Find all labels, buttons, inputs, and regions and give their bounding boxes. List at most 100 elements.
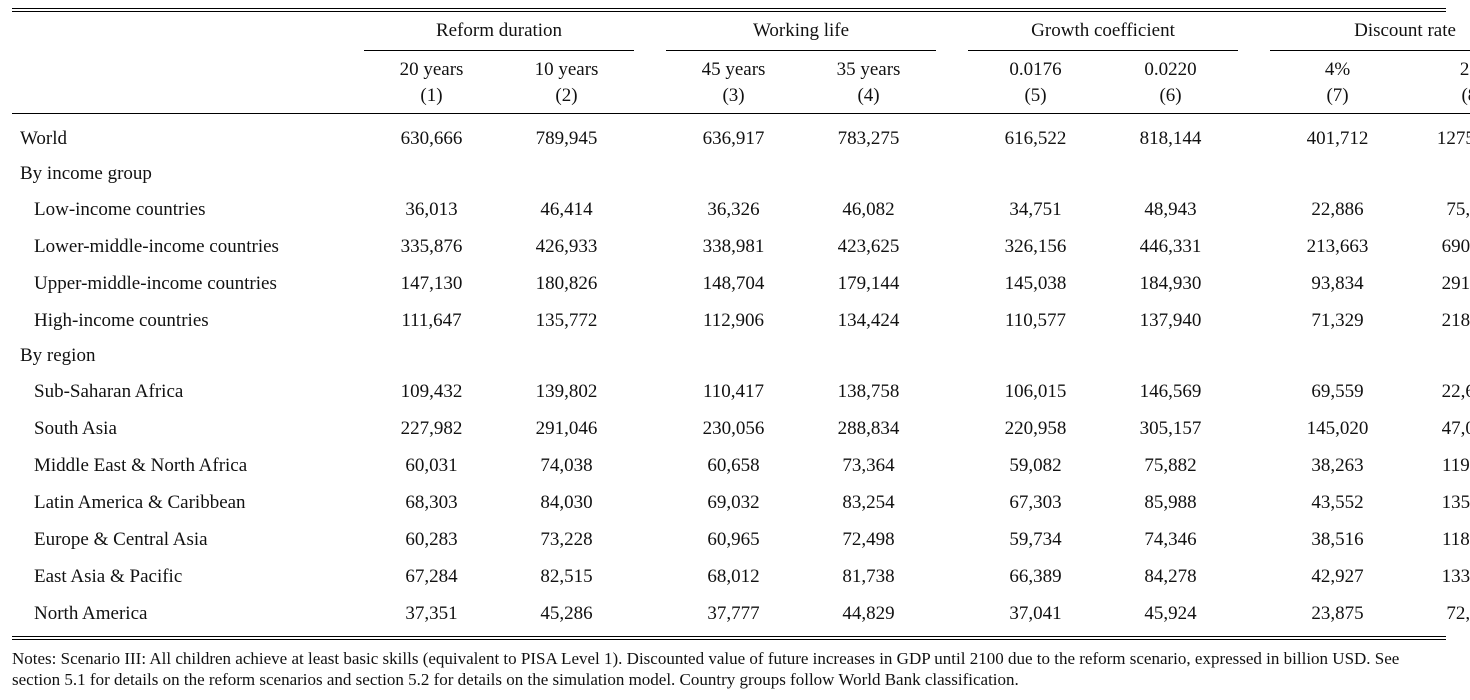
- group-gap: [634, 51, 666, 84]
- cell-value: 69,559: [1311, 380, 1364, 402]
- group-header: Growth coefficient: [968, 12, 1239, 51]
- group-gap: [936, 484, 968, 521]
- group-gap: [936, 114, 968, 158]
- group-gap: [936, 83, 968, 114]
- category-label: By income group: [20, 163, 152, 184]
- cell-value: 73,364: [842, 454, 895, 476]
- cell-value: 81,738: [842, 565, 895, 587]
- group-gap: [1238, 302, 1270, 339]
- group-gap: [936, 302, 968, 339]
- group-gap: [634, 265, 666, 302]
- group-gap: [1238, 521, 1270, 558]
- column-index: (8): [1461, 85, 1470, 106]
- table-row: Europe & Central Asia 60,283 73,228 60,965 7…: [12, 521, 1470, 558]
- cell-value: 45,286: [540, 602, 593, 624]
- cell-value: 73,228: [540, 528, 593, 550]
- table-row: Middle East & North Africa 60,031 74,038 60…: [12, 447, 1470, 484]
- cell-value: 147,130: [400, 272, 463, 294]
- cell-value: 72,978: [1446, 602, 1470, 624]
- results-table-sheet: Reform duration Working life Growth coeffi…: [12, 6, 1470, 690]
- cell-value: 291,046: [535, 417, 598, 439]
- header-stub: [12, 12, 364, 51]
- row-label: Sub-Saharan Africa: [34, 380, 184, 402]
- group-gap: [936, 558, 968, 595]
- cell-value: 1275,886: [1436, 127, 1470, 149]
- column-index: (7): [1326, 85, 1349, 106]
- cell-value: 37,777: [707, 602, 760, 624]
- cell-value: 111,647: [401, 309, 462, 331]
- group-gap: [1238, 558, 1270, 595]
- cell-value: 48,943: [1144, 198, 1197, 220]
- group-gap: [634, 595, 666, 632]
- column-header: 10 years: [534, 59, 599, 80]
- cell-value: 227,982: [400, 417, 463, 439]
- table-body: World 630,666 789,945 636,917 783,275 616,522…: [12, 114, 1470, 633]
- table-row: Latin America & Caribbean 68,303 84,030 69,…: [12, 484, 1470, 521]
- top-rule-second: [12, 11, 1446, 12]
- group-gap: [936, 595, 968, 632]
- cell-value: 47,0329: [1441, 417, 1470, 439]
- header-stub: [12, 51, 364, 84]
- row-label: World: [20, 127, 68, 149]
- cell-value: 37,351: [405, 602, 458, 624]
- group-gap: [634, 83, 666, 114]
- cell-value: 305,157: [1139, 417, 1202, 439]
- cell-value: 84,030: [540, 491, 593, 513]
- column-header: 45 years: [701, 59, 766, 80]
- cell-value: 75,053: [1446, 198, 1470, 220]
- cell-value: 85,988: [1144, 491, 1197, 513]
- group-header: Working life: [666, 12, 937, 51]
- column-index: (1): [420, 85, 443, 106]
- table-row: Upper-middle-income countries 147,130 180,…: [12, 265, 1470, 302]
- row-label: Middle East & North Africa: [34, 454, 248, 476]
- cell-value: 401,712: [1306, 127, 1369, 149]
- cell-value: 60,283: [405, 528, 458, 550]
- cell-value: 106,015: [1004, 380, 1067, 402]
- cell-value: 59,082: [1009, 454, 1062, 476]
- column-index: (2): [555, 85, 578, 106]
- group-gap: [1238, 12, 1270, 51]
- cell-value: 213,663: [1306, 235, 1369, 257]
- group-gap: [634, 302, 666, 339]
- cell-value: 46,414: [540, 198, 593, 220]
- table-row: South Asia 227,982 291,046 230,056 288,834 22…: [12, 410, 1470, 447]
- column-header: 20 years: [399, 59, 464, 80]
- row-label: East Asia & Pacific: [34, 565, 183, 587]
- cell-value: 184,930: [1139, 272, 1202, 294]
- results-table: Reform duration Working life Growth coeffi…: [12, 12, 1470, 632]
- cell-value: 67,303: [1009, 491, 1062, 513]
- row-label: High-income countries: [34, 309, 209, 331]
- cell-value: 42,927: [1311, 565, 1364, 587]
- column-header: 0.0176: [1009, 59, 1062, 80]
- group-gap: [634, 521, 666, 558]
- group-gap: [936, 373, 968, 410]
- group-gap: [936, 51, 968, 84]
- column-index: (5): [1024, 85, 1047, 106]
- group-header-row: Reform duration Working life Growth coeffi…: [12, 12, 1470, 51]
- cell-value: 139,802: [535, 380, 598, 402]
- cell-value: 66,389: [1009, 565, 1062, 587]
- cell-value: 423,625: [837, 235, 900, 257]
- cell-value: 71,329: [1311, 309, 1364, 331]
- group-gap: [634, 373, 666, 410]
- cell-value: 93,834: [1311, 272, 1364, 294]
- cell-value: 135,684: [1441, 491, 1470, 513]
- cell-value: 118,034: [1442, 528, 1470, 550]
- cell-value: 135,772: [535, 309, 598, 331]
- cell-value: 145,020: [1306, 417, 1369, 439]
- table-row: Low-income countries 36,013 46,414 36,326 46…: [12, 191, 1470, 228]
- cell-value: 134,424: [837, 309, 900, 331]
- cell-value: 22,6105: [1441, 380, 1470, 402]
- cell-value: 23,875: [1311, 602, 1364, 624]
- group-gap: [1238, 484, 1270, 521]
- cell-value: 133,172: [1441, 565, 1470, 587]
- cell-value: 179,144: [837, 272, 900, 294]
- group-gap: [634, 447, 666, 484]
- cell-value: 45,924: [1144, 602, 1197, 624]
- cell-value: 68,012: [707, 565, 760, 587]
- group-gap: [1238, 114, 1270, 158]
- cell-value: 137,940: [1139, 309, 1202, 331]
- cell-value: 72,498: [842, 528, 895, 550]
- cell-value: 288,834: [837, 417, 900, 439]
- group-gap: [936, 410, 968, 447]
